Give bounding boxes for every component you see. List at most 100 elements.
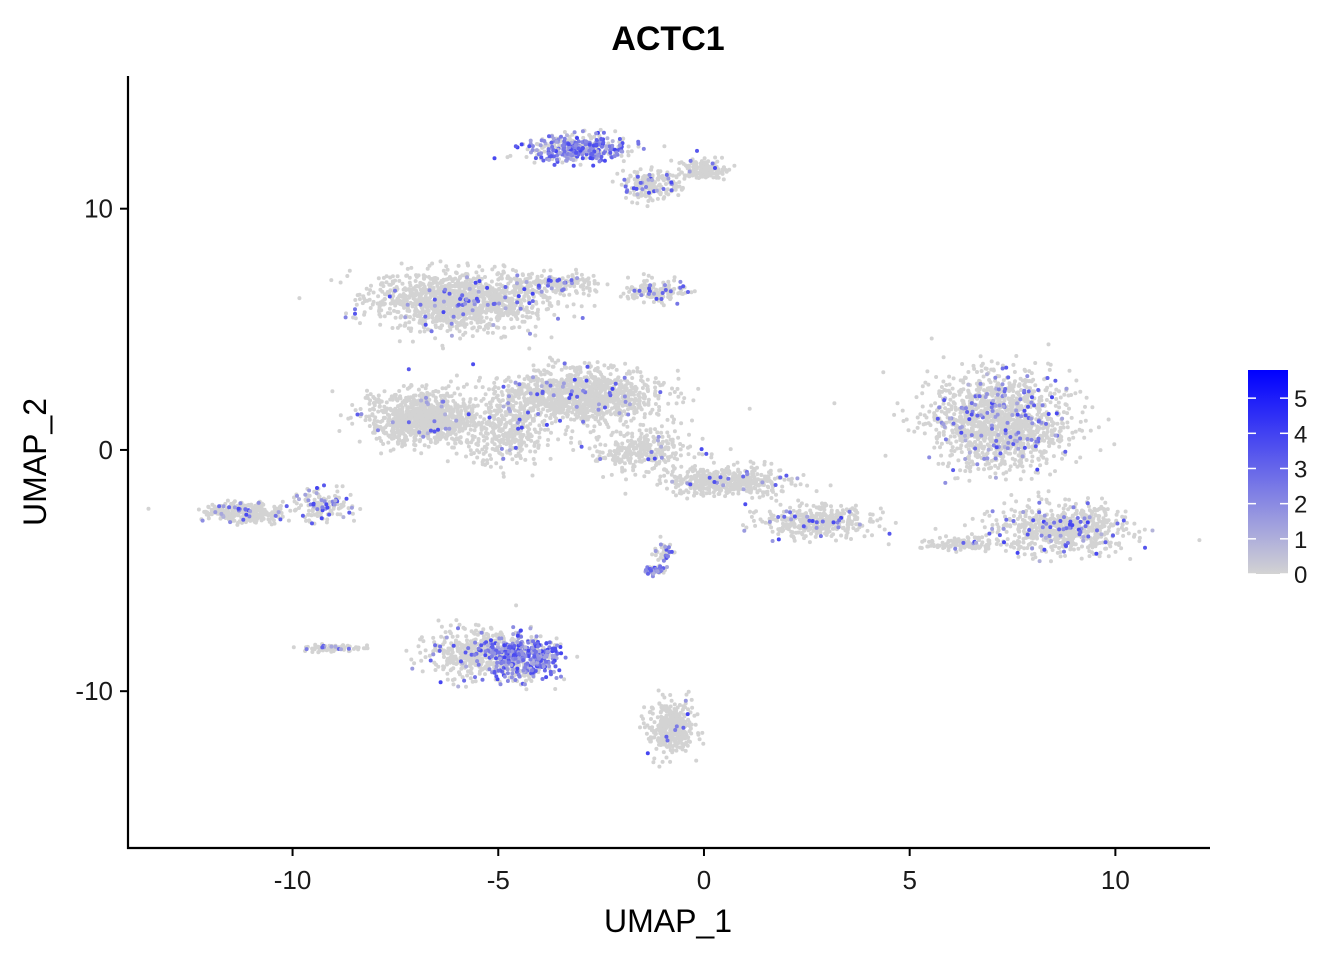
- cell-point: [855, 517, 860, 522]
- cell-point: [452, 318, 457, 323]
- cell-point: [463, 330, 468, 335]
- cell-point: [397, 278, 402, 283]
- cell-point: [514, 461, 519, 465]
- cell-point: [587, 388, 592, 393]
- cell-point: [498, 465, 503, 470]
- cell-point: [709, 455, 714, 460]
- cell-point: [386, 440, 391, 445]
- cell-point: [681, 443, 685, 448]
- cell-point: [619, 459, 624, 464]
- cell-point: [508, 278, 513, 283]
- cell-point: [421, 297, 425, 301]
- cell-point: [350, 421, 355, 426]
- cell-point: [403, 293, 408, 298]
- cell-point: [387, 434, 392, 439]
- cell-point: [426, 436, 431, 441]
- cell-point: [459, 440, 464, 445]
- cell-point: [715, 470, 720, 475]
- cell-point: [624, 419, 628, 424]
- cell-point: [628, 460, 632, 465]
- cell-point: [599, 388, 603, 393]
- cell-point: [487, 296, 492, 301]
- cell-point: [387, 306, 392, 311]
- cell-point: [1012, 450, 1017, 455]
- cell-point: [480, 305, 485, 310]
- cell-point: [591, 403, 596, 408]
- cell-point: [393, 315, 398, 320]
- cell-point: [624, 371, 629, 376]
- cell-point: [666, 441, 671, 446]
- cell-point: [798, 482, 803, 487]
- cell-point: [471, 451, 476, 456]
- cell-point: [487, 400, 492, 405]
- cell-point: [531, 457, 536, 461]
- cell-point: [371, 290, 376, 295]
- cell-point: [625, 424, 630, 429]
- cell-point: [509, 317, 514, 322]
- cell-point: [531, 401, 536, 406]
- cell-point: [382, 301, 387, 306]
- cell-point: [391, 436, 396, 441]
- cell-point: [518, 289, 523, 294]
- cell-point: [490, 330, 495, 335]
- cell-point: [480, 385, 485, 390]
- cell-point: [486, 326, 490, 330]
- cell-point: [593, 385, 598, 390]
- cell-point: [878, 516, 883, 521]
- cell-point: [361, 294, 366, 299]
- cell-point: [585, 394, 590, 399]
- cell-point: [685, 496, 690, 501]
- cell-point: [653, 376, 658, 381]
- cell-point: [492, 380, 497, 385]
- cell-point: [454, 373, 459, 378]
- cell-point: [441, 268, 446, 273]
- cell-point: [401, 431, 406, 436]
- cell-point: [751, 471, 756, 476]
- cell-point: [696, 386, 701, 391]
- cell-point: [402, 323, 407, 328]
- cell-point: [633, 472, 638, 477]
- cell-point: [562, 293, 566, 298]
- cell-point: [696, 483, 701, 488]
- cell-point: [675, 457, 680, 462]
- cell-point: [770, 488, 775, 493]
- cell-point: [880, 510, 885, 515]
- cell-point: [377, 400, 382, 405]
- cell-point: [400, 281, 405, 286]
- cell-point: [625, 431, 630, 436]
- cell-point: [548, 355, 552, 360]
- cell-point: [545, 408, 550, 413]
- cell-point: [436, 303, 441, 308]
- cell-point: [382, 389, 387, 394]
- cell-point: [530, 418, 535, 423]
- cell-point: [629, 406, 634, 411]
- cell-point: [851, 526, 856, 531]
- cell-point: [536, 443, 541, 448]
- cell-point: [413, 306, 418, 311]
- cell-point: [501, 313, 506, 318]
- cell-point: [413, 279, 418, 283]
- cell-point: [811, 528, 816, 533]
- cell-point: [577, 400, 582, 405]
- cell-point: [478, 414, 483, 419]
- cell-point: [384, 280, 389, 285]
- cell-point: [547, 295, 552, 300]
- cell-point: [598, 395, 603, 400]
- cell-point: [403, 402, 408, 407]
- cell-point: [685, 473, 690, 478]
- cell-point: [741, 478, 746, 483]
- cell-point: [457, 329, 462, 334]
- cell-point: [446, 404, 451, 409]
- cell-point: [424, 423, 429, 428]
- cell-point: [568, 366, 573, 370]
- cell-point: [490, 294, 495, 299]
- cell-point: [635, 369, 640, 374]
- cell-point: [674, 401, 679, 406]
- cell-point: [779, 489, 784, 493]
- cell-point: [472, 312, 477, 317]
- cell-point: [546, 396, 551, 400]
- cell-point: [363, 418, 368, 423]
- cell-point: [601, 475, 606, 479]
- cell-point: [475, 455, 480, 460]
